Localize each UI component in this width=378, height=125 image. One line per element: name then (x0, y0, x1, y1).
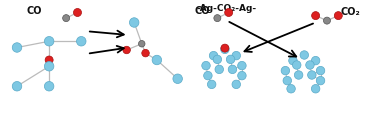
Ellipse shape (45, 56, 53, 64)
Ellipse shape (221, 45, 229, 54)
Ellipse shape (44, 62, 54, 71)
Ellipse shape (214, 15, 221, 22)
Ellipse shape (316, 66, 325, 75)
Ellipse shape (209, 51, 218, 60)
Ellipse shape (12, 82, 22, 91)
Ellipse shape (226, 55, 235, 64)
Ellipse shape (129, 18, 139, 27)
Ellipse shape (204, 71, 212, 80)
Ellipse shape (232, 51, 240, 60)
Ellipse shape (308, 71, 316, 79)
Ellipse shape (311, 56, 320, 65)
Ellipse shape (228, 65, 237, 74)
Ellipse shape (213, 55, 222, 64)
Ellipse shape (293, 61, 301, 69)
Ellipse shape (306, 61, 314, 69)
Ellipse shape (232, 80, 240, 89)
Ellipse shape (123, 46, 130, 54)
Ellipse shape (238, 61, 246, 70)
Ellipse shape (142, 49, 149, 57)
Ellipse shape (225, 8, 233, 16)
Ellipse shape (152, 55, 162, 65)
Ellipse shape (311, 84, 320, 93)
Ellipse shape (311, 12, 320, 20)
Text: CO: CO (195, 6, 210, 16)
Ellipse shape (215, 65, 223, 74)
Ellipse shape (44, 36, 54, 46)
Ellipse shape (334, 12, 342, 20)
Ellipse shape (324, 17, 330, 24)
Ellipse shape (76, 36, 86, 46)
Ellipse shape (63, 15, 70, 22)
Ellipse shape (294, 71, 303, 79)
Ellipse shape (221, 44, 229, 52)
Ellipse shape (316, 76, 325, 85)
Ellipse shape (12, 43, 22, 52)
Ellipse shape (208, 80, 216, 89)
Ellipse shape (238, 71, 246, 80)
Text: -Ag-CO₂-Ag-: -Ag-CO₂-Ag- (197, 4, 257, 13)
Ellipse shape (289, 56, 297, 65)
Text: CO₂: CO₂ (340, 7, 360, 17)
Ellipse shape (202, 61, 210, 70)
Ellipse shape (138, 40, 145, 47)
Text: CO: CO (26, 6, 42, 16)
Ellipse shape (300, 51, 308, 59)
Ellipse shape (283, 76, 291, 85)
Ellipse shape (287, 84, 295, 93)
Ellipse shape (281, 66, 290, 75)
Ellipse shape (173, 74, 183, 84)
Ellipse shape (73, 8, 82, 16)
Ellipse shape (44, 82, 54, 91)
